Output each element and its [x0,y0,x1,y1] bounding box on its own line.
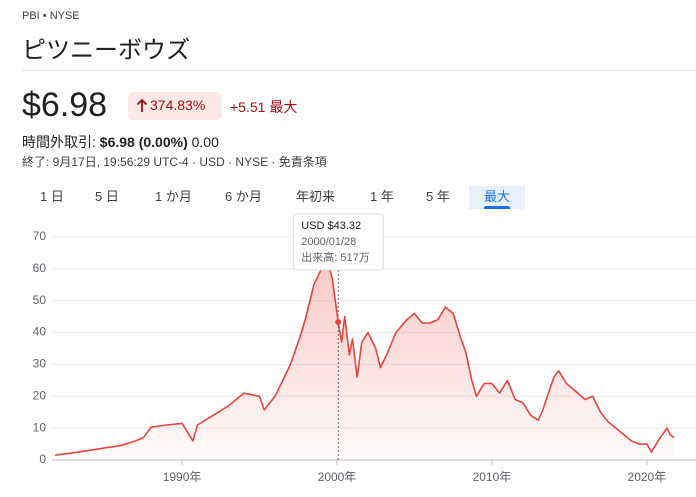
price: $6.98 [22,86,108,124]
tooltip-price: USD $43.32 [301,220,361,232]
y-tick-label: 20 [33,388,47,402]
y-tick-label: 0 [39,452,46,466]
tab[interactable]: 最大 [469,186,526,209]
change-badge: 374.83% [128,92,222,120]
tab[interactable]: 年初来 [296,189,336,204]
y-tick-label: 30 [33,357,47,371]
x-tick-label: 2000年 [318,470,357,484]
change-value: +5.51 [230,99,266,115]
after-hours-label: 時間外取引: [22,134,96,150]
disclaimer[interactable]: 免責条項 [278,155,327,169]
closing-info: 終了: 9月17日, 19:56:29 UTC-4 · USD · NYSE · [22,155,276,169]
exchange: PBI • NYSE [22,10,80,22]
after-hours-price: $6.98 (0.00%) [99,134,188,150]
closing: 終了: 9月17日, 19:56:29 UTC-4 · USD · NYSE ·… [22,153,327,170]
x-tick-label: 2010年 [473,470,512,484]
x-tick-label: 2020年 [628,470,667,484]
tab[interactable]: 5 日 [95,189,119,204]
tab[interactable]: 6 か月 [225,189,262,204]
x-tick-label: 1990年 [163,470,202,484]
area [55,256,674,460]
tab[interactable]: 1 日 [40,189,64,204]
divider [22,70,696,71]
tooltip [292,213,384,271]
y-tick-label: 60 [33,261,47,275]
change-pct: 374.83% [150,97,206,113]
tab[interactable]: 5 年 [426,189,450,204]
tab-underline [484,206,511,209]
tooltip-volume: 出来高: 517万 [301,250,369,264]
change: +5.51 最大 [230,97,297,117]
tooltip-date: 2000/01/28 [301,236,356,248]
hover-dot [335,318,342,325]
tab[interactable]: 1 か月 [155,189,192,204]
company-name: ピツニーボウズ [22,37,190,64]
y-tick-label: 50 [33,293,47,307]
after-hours: 時間外取引: $6.98 (0.00%) 0.00 [22,132,219,152]
tab[interactable]: 1 年 [370,189,394,204]
y-tick-label: 70 [33,229,47,243]
y-tick-label: 10 [33,420,47,434]
price-line [54,255,675,456]
period: 最大 [269,99,298,115]
up-arrow [136,99,148,112]
after-hours-change: 0.00 [191,134,219,150]
y-tick-label: 40 [33,325,47,339]
